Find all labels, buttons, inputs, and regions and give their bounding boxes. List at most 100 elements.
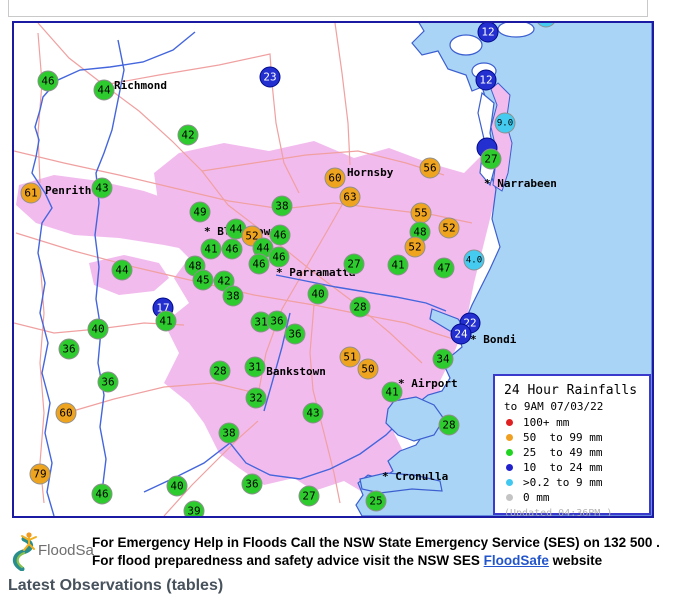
- rain-marker: 79: [29, 463, 51, 485]
- rain-marker: 50: [357, 358, 379, 380]
- rain-marker: 41: [381, 381, 403, 403]
- legend-title: 24 Hour Rainfalls: [504, 383, 638, 398]
- floodsafe-link[interactable]: FloodSafe: [483, 552, 549, 568]
- rainfall-legend: 24 Hour Rainfalls to 9AM 07/03/22 100+ m…: [493, 374, 651, 518]
- rain-marker: 32: [245, 387, 267, 409]
- latest-observations-heading: Latest Observations (tables): [8, 577, 224, 594]
- rain-marker: 60: [55, 402, 77, 424]
- rain-marker: 43: [91, 177, 113, 199]
- legend-color-dot: [506, 434, 513, 441]
- rain-marker: 61: [20, 182, 42, 204]
- rain-marker: 44: [111, 259, 133, 281]
- legend-item-label: 0 mm: [523, 491, 550, 504]
- rain-marker: 52: [438, 217, 460, 239]
- rain-marker: 36: [284, 323, 306, 345]
- rain-marker: 45: [192, 269, 214, 291]
- rain-marker: 36: [97, 371, 119, 393]
- rain-marker: 38: [271, 195, 293, 217]
- legend-item-label: 50 to 99 mm: [523, 431, 603, 444]
- rain-marker: 41: [200, 238, 222, 260]
- legend-item-label: 25 to 49 mm: [523, 446, 603, 459]
- floodsafe-logo-text: FloodSafe: [38, 542, 94, 559]
- rain-marker: 31: [250, 311, 272, 333]
- rain-marker: 46: [269, 224, 291, 246]
- rain-marker: 28: [209, 360, 231, 382]
- legend-item: 25 to 49 mm: [504, 446, 649, 459]
- place-label: * Parramatta: [276, 266, 356, 279]
- rain-marker: 44: [252, 237, 274, 259]
- rain-marker: 40: [87, 318, 109, 340]
- rain-marker: 36: [266, 310, 288, 332]
- rain-marker: 46: [37, 70, 59, 92]
- place-label: Penrith: [45, 184, 92, 197]
- rain-marker: 27: [343, 253, 365, 275]
- top-cutoff-bar: [8, 0, 648, 17]
- place-label: * Cronulla: [382, 470, 449, 483]
- rain-marker: 49: [189, 201, 211, 223]
- rain-marker: 9.0: [494, 112, 516, 134]
- legend-item: 0 mm: [504, 491, 649, 504]
- rain-marker: 43: [302, 402, 324, 424]
- rain-marker: 24: [450, 323, 472, 345]
- legend-item-label: 10 to 24 mm: [523, 461, 603, 474]
- place-label: * Airport: [398, 377, 458, 390]
- rain-marker: 38: [222, 285, 244, 307]
- rain-marker: 40: [166, 475, 188, 497]
- rain-marker: 4.0: [463, 249, 485, 271]
- rain-marker: 27: [480, 148, 502, 170]
- place-label: * Bankstown: [253, 365, 326, 378]
- legend-item: >0.2 to 9 mm: [504, 476, 649, 489]
- legend-item-label: 100+ mm: [523, 416, 570, 429]
- rain-marker: 12: [475, 69, 497, 91]
- rain-marker: 60: [324, 167, 346, 189]
- rain-marker: 38: [218, 422, 240, 444]
- rain-marker: 63: [339, 186, 361, 208]
- rain-marker: 34: [432, 348, 454, 370]
- legend-item: 100+ mm: [504, 416, 649, 429]
- rain-marker: 46: [221, 238, 243, 260]
- rain-marker: 39: [183, 500, 205, 516]
- rain-marker: 55: [410, 202, 432, 224]
- place-label: * Narrabeen: [484, 177, 557, 190]
- legend-color-dot: [506, 419, 513, 426]
- legend-color-dot: [506, 494, 513, 501]
- rain-marker: 23: [259, 66, 281, 88]
- rain-marker: 41: [387, 254, 409, 276]
- floodsafe-logo: FloodSafe: [12, 532, 94, 571]
- rain-marker: 25: [365, 490, 387, 512]
- rain-marker: 36: [241, 473, 263, 495]
- legend-color-dot: [506, 449, 513, 456]
- rain-marker: 47: [433, 257, 455, 279]
- place-label: * Bondi: [470, 333, 517, 346]
- rain-marker: 28: [349, 296, 371, 318]
- legend-item: 50 to 99 mm: [504, 431, 649, 444]
- legend-items: 100+ mm 50 to 99 mm 25 to 49 mm 10 to 24 mm…: [504, 416, 649, 504]
- legend-item-label: >0.2 to 9 mm: [523, 476, 603, 489]
- rain-marker: 36: [58, 338, 80, 360]
- legend-subtitle: to 9AM 07/03/22: [504, 400, 604, 413]
- rain-marker: 48: [409, 221, 431, 243]
- rain-marker: 40: [307, 283, 329, 305]
- emergency-text: For Emergency Help in Floods Call the NS…: [92, 534, 692, 569]
- rain-marker: 52: [404, 236, 426, 258]
- rain-marker: 56: [419, 157, 441, 179]
- legend-item: 10 to 24 mm: [504, 461, 649, 474]
- rain-marker: 27: [298, 485, 320, 507]
- rain-marker: 44: [93, 79, 115, 101]
- place-label: Hornsby: [347, 166, 394, 179]
- place-label: Richmond: [114, 79, 167, 92]
- rain-marker: 28: [438, 414, 460, 436]
- rain-marker: 46: [268, 246, 290, 268]
- legend-color-dot: [506, 479, 513, 486]
- rain-marker: 12: [477, 23, 499, 43]
- legend-updated: (Updated 04:36PM ): [504, 508, 613, 518]
- rain-marker: 42: [177, 124, 199, 146]
- rain-marker: 46: [248, 253, 270, 275]
- rain-marker: 51: [339, 346, 361, 368]
- rain-marker: 41: [155, 310, 177, 332]
- rain-marker: 31: [244, 356, 266, 378]
- legend-color-dot: [506, 464, 513, 471]
- emergency-line1: For Emergency Help in Floods Call the NS…: [92, 535, 660, 550]
- emergency-line2: For flood preparedness and safety advice…: [92, 552, 603, 568]
